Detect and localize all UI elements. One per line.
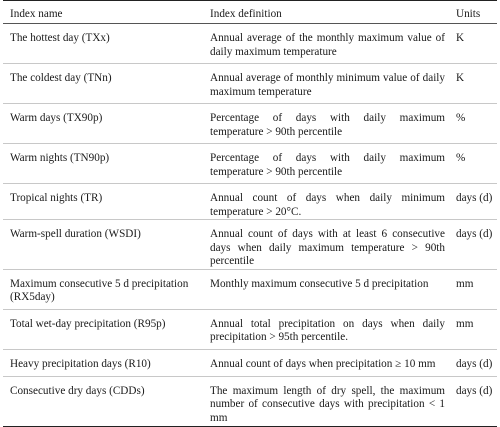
header-units: Units xyxy=(449,0,497,24)
table-body: The hottest day (TXx) Annual average of … xyxy=(3,23,497,427)
units-cell: mm xyxy=(449,309,497,350)
indices-table-container: Index name Index definition Units The ho… xyxy=(3,0,497,427)
table-row: Warm nights (TN90p) Percentage of days w… xyxy=(3,143,497,184)
units-cell: % xyxy=(449,103,497,144)
index-definition-cell: Annual total precipitation on days when … xyxy=(203,309,449,350)
table-row: The coldest day (TNn) Annual average of … xyxy=(3,63,497,104)
units-cell: days (d) xyxy=(449,349,497,377)
index-name-cell: Total wet-day precipitation (R95p) xyxy=(3,309,203,350)
table-row: Heavy precipitation days (R10) Annual co… xyxy=(3,349,497,377)
units-cell: K xyxy=(449,23,497,64)
table-row: The hottest day (TXx) Annual average of … xyxy=(3,23,497,64)
header-index-name: Index name xyxy=(3,0,203,24)
units-cell: days (d) xyxy=(449,183,497,220)
table-row: Warm days (TX90p) Percentage of days wit… xyxy=(3,103,497,144)
table-row: Warm-spell duration (WSDI) Annual count … xyxy=(3,219,497,270)
header-index-definition: Index definition xyxy=(203,0,449,24)
index-name-cell: Warm days (TX90p) xyxy=(3,103,203,144)
index-definition-cell: Annual count of days with at least 6 con… xyxy=(203,219,449,270)
index-name-cell: Warm-spell duration (WSDI) xyxy=(3,219,203,270)
table-row: Tropical nights (TR) Annual count of day… xyxy=(3,183,497,220)
index-name-cell: Warm nights (TN90p) xyxy=(3,143,203,184)
climate-indices-table: Index name Index definition Units The ho… xyxy=(3,0,497,427)
table-row: Total wet-day precipitation (R95p) Annua… xyxy=(3,309,497,350)
units-cell: days (d) xyxy=(449,376,497,427)
table-row: Consecutive dry days (CDDs) The maximum … xyxy=(3,376,497,427)
index-name-cell: Consecutive dry days (CDDs) xyxy=(3,376,203,427)
units-cell: days (d) xyxy=(449,219,497,270)
index-name-cell: The coldest day (TNn) xyxy=(3,63,203,104)
table-row: Maximum consecutive 5 d precipitation (R… xyxy=(3,269,497,310)
units-cell: mm xyxy=(449,269,497,310)
units-cell: K xyxy=(449,63,497,104)
index-definition-cell: The maximum length of dry spell, the max… xyxy=(203,376,449,427)
header-row: Index name Index definition Units xyxy=(3,0,497,24)
index-definition-cell: Monthly maximum consecutive 5 d precipit… xyxy=(203,269,449,310)
index-definition-cell: Annual average of monthly minimum value … xyxy=(203,63,449,104)
index-definition-cell: Annual count of days when precipitation … xyxy=(203,349,449,377)
index-name-cell: The hottest day (TXx) xyxy=(3,23,203,64)
index-name-cell: Heavy precipitation days (R10) xyxy=(3,349,203,377)
table-header: Index name Index definition Units xyxy=(3,0,497,24)
index-name-cell: Maximum consecutive 5 d precipitation (R… xyxy=(3,269,203,310)
index-definition-cell: Percentage of days with daily maximum te… xyxy=(203,143,449,184)
index-definition-cell: Annual count of days when daily minimum … xyxy=(203,183,449,220)
index-definition-cell: Percentage of days with daily maximum te… xyxy=(203,103,449,144)
index-name-cell: Tropical nights (TR) xyxy=(3,183,203,220)
units-cell: % xyxy=(449,143,497,184)
index-definition-cell: Annual average of the monthly maximum va… xyxy=(203,23,449,64)
